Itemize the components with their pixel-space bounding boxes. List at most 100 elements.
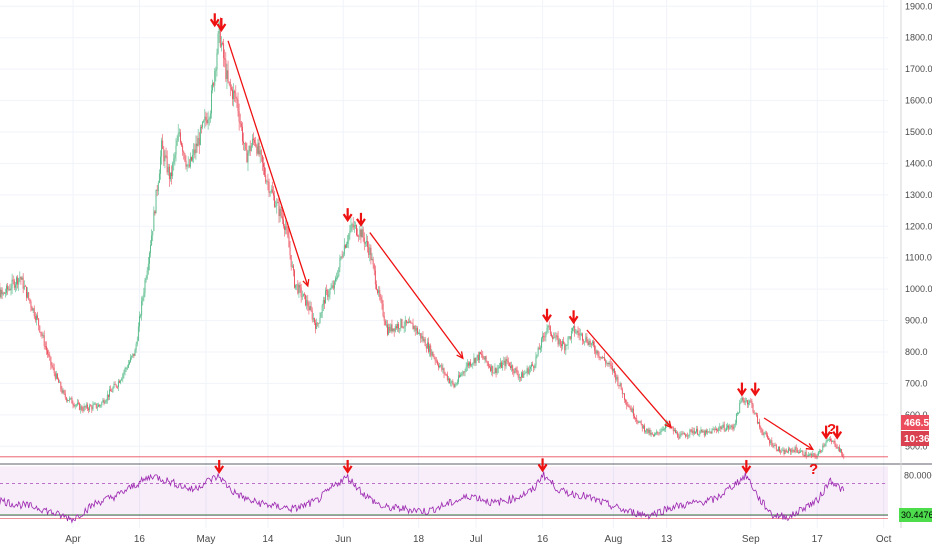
candle-body <box>125 368 127 369</box>
candle-body <box>398 323 400 329</box>
candle-body <box>615 373 617 380</box>
candle-body <box>10 288 12 291</box>
candle-body <box>514 368 516 373</box>
candle-body <box>693 430 695 434</box>
candle-body <box>744 401 746 403</box>
candle-body <box>580 333 582 335</box>
candle-body <box>474 358 476 364</box>
candle-body <box>248 146 250 153</box>
candle-body <box>181 142 182 146</box>
candle-body <box>591 341 593 344</box>
candle-body <box>362 229 364 238</box>
x-tick-label: Sep <box>742 534 760 545</box>
rsi-line <box>0 471 845 524</box>
candle-body <box>599 356 601 359</box>
candle-body <box>49 354 51 357</box>
candle-body <box>603 357 604 359</box>
candle-body <box>237 99 239 112</box>
candle-body <box>823 445 825 447</box>
candle-body <box>199 127 201 145</box>
candle-body <box>377 289 379 293</box>
rsi-value-label: 30.4476 <box>901 510 932 520</box>
candle-body <box>791 449 793 453</box>
candle-body <box>167 166 169 173</box>
candle-body <box>608 362 610 365</box>
candle-body <box>593 341 594 346</box>
candle-body <box>779 447 781 452</box>
y-tick-label: 1600.0 <box>905 96 932 106</box>
candle-body <box>564 343 566 351</box>
candle-body <box>100 405 102 407</box>
candle-body <box>510 365 511 369</box>
candle-body <box>278 202 280 217</box>
candle-body <box>672 427 674 432</box>
candle-body <box>189 157 191 167</box>
candle-body <box>651 432 653 435</box>
y-tick-label: 1900.0 <box>905 1 932 11</box>
candle-body <box>234 90 236 94</box>
candle-body <box>380 297 382 300</box>
candle-body <box>186 164 188 167</box>
candle-body <box>610 364 612 366</box>
candle-body <box>716 428 717 431</box>
candle-body <box>805 452 807 457</box>
candle-body <box>104 402 106 404</box>
candle-body <box>294 270 295 288</box>
trend-line-head <box>805 443 815 451</box>
rsi-panel <box>0 463 932 524</box>
candle-body <box>148 252 150 264</box>
candle-body <box>661 429 663 432</box>
candle-body <box>348 234 350 242</box>
candle-body <box>687 435 689 437</box>
candle-body <box>542 336 544 339</box>
candle-body <box>96 406 98 408</box>
candle-body <box>340 256 342 259</box>
candle-body <box>671 427 673 429</box>
candle-body <box>745 400 747 402</box>
candle-body <box>429 345 431 352</box>
candle-body <box>727 425 728 428</box>
candle-body <box>536 354 538 357</box>
candle-body <box>239 121 241 124</box>
candle-body <box>173 158 175 164</box>
candle-body <box>606 363 608 364</box>
candle-body <box>696 428 697 432</box>
candle-body <box>145 278 147 281</box>
candle-body <box>80 406 82 410</box>
candle-body <box>454 384 456 388</box>
candle-body <box>146 270 148 279</box>
candle-body <box>659 431 661 434</box>
candle-body <box>102 400 104 403</box>
candle-body <box>750 400 752 402</box>
candle-body <box>7 285 9 290</box>
candle-body <box>82 410 84 411</box>
candle-body <box>631 408 633 412</box>
candle-body <box>425 346 427 349</box>
candle-body <box>29 298 31 302</box>
candle-body <box>676 432 678 434</box>
candle-body <box>576 330 578 333</box>
candle-body <box>795 447 797 450</box>
candle-body <box>217 33 219 54</box>
candle-body <box>162 140 164 150</box>
candle-body <box>369 247 371 256</box>
candle-body <box>457 375 459 382</box>
rsi-peak-arrow-head <box>214 465 225 474</box>
candle-body <box>768 438 769 441</box>
candle-body <box>297 284 299 294</box>
candle-body <box>16 277 17 285</box>
candle-body <box>332 285 334 289</box>
candle-body <box>267 181 269 183</box>
candle-body <box>801 450 803 452</box>
candle-body <box>819 451 820 452</box>
candle-body <box>747 400 748 405</box>
candle-body <box>51 365 53 367</box>
candle-body <box>304 293 305 295</box>
trend-line <box>586 329 672 428</box>
candle-body <box>456 381 458 384</box>
candle-body <box>327 290 329 297</box>
candle-body <box>351 224 353 226</box>
candle-body <box>739 403 741 413</box>
candle-body <box>732 426 734 429</box>
